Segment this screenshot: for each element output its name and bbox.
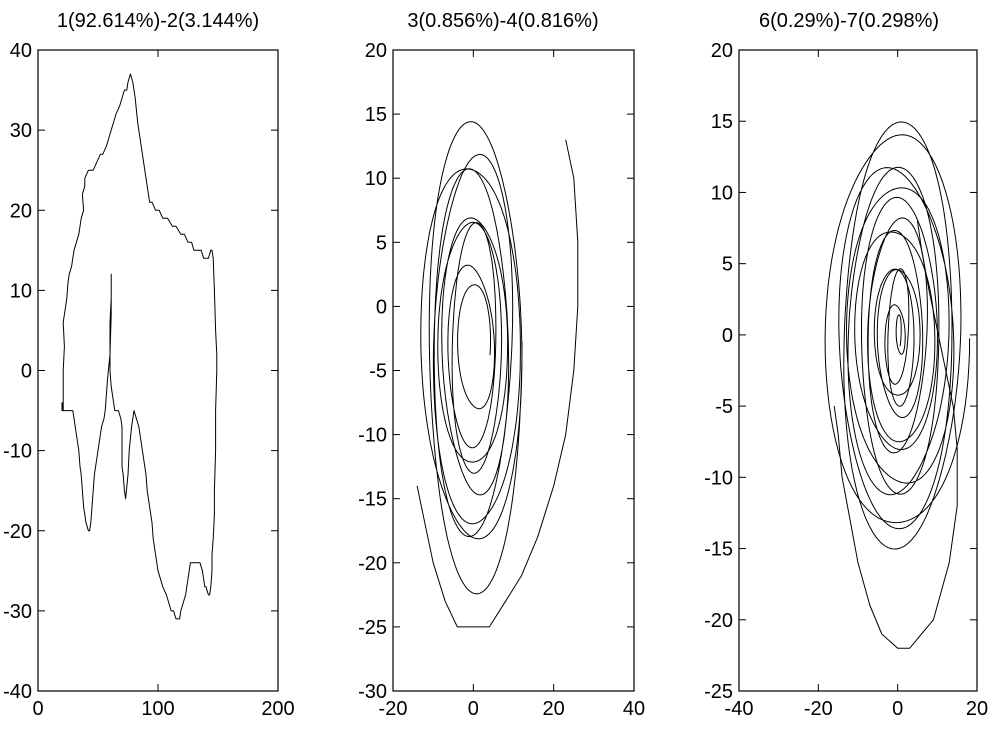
subplot-2-traces bbox=[416, 121, 579, 628]
y-tick-label: 15 bbox=[365, 104, 387, 126]
y-tick-label: 10 bbox=[10, 280, 32, 302]
y-tick-label: -40 bbox=[3, 681, 32, 703]
subplot-3-traces bbox=[824, 121, 971, 649]
subplot-3-title: 6(0.29%)-7(0.298%) bbox=[759, 10, 939, 32]
y-tick-label: 10 bbox=[711, 182, 733, 204]
y-tick-label: 20 bbox=[711, 40, 733, 62]
y-tick-label: 20 bbox=[10, 200, 32, 222]
y-tick-label: 20 bbox=[365, 40, 387, 62]
y-tick-label: -20 bbox=[358, 553, 387, 575]
series-line bbox=[416, 139, 579, 628]
subplot-1-title: 1(92.614%)-2(3.144%) bbox=[57, 10, 259, 32]
subplot-1: 1(92.614%)-2(3.144%) 0 100 200-40-30-20-10… bbox=[3, 10, 295, 720]
subplot-2-title: 3(0.856%)-4(0.816%) bbox=[407, 10, 598, 32]
series-line bbox=[833, 220, 958, 649]
subplot-1-traces bbox=[61, 73, 218, 620]
y-tick-label: 40 bbox=[10, 40, 32, 62]
y-tick-label: 30 bbox=[10, 120, 32, 142]
spiral-trace bbox=[420, 121, 523, 595]
y-tick-label: -15 bbox=[704, 539, 733, 561]
x-tick-label: -20 bbox=[379, 698, 408, 720]
series-line bbox=[61, 73, 218, 620]
subplot-1-axes-box bbox=[37, 49, 279, 692]
y-tick-label: -20 bbox=[3, 521, 32, 543]
x-tick-label: -20 bbox=[804, 698, 833, 720]
y-tick-label: -10 bbox=[358, 425, 387, 447]
y-tick-label: -25 bbox=[704, 681, 733, 703]
subplot-2-axes-box bbox=[392, 49, 635, 692]
y-tick-label: 0 bbox=[21, 361, 32, 383]
subplot-2-ticks: -20 0 20 40 -30 -25 -20 -15 -10 -5 0 5 10 15 20 bbox=[358, 40, 645, 720]
y-tick-label: -25 bbox=[358, 617, 387, 639]
y-tick-label: -10 bbox=[3, 441, 32, 463]
y-tick-label: -5 bbox=[715, 396, 733, 418]
x-tick-label: 200 bbox=[261, 698, 294, 720]
subplot-1-ticks: 0 100 200 -40 -30 -20 -10 0 10 20 30 40 bbox=[3, 40, 295, 720]
y-tick-label: 5 bbox=[722, 254, 733, 276]
subplot-3-ticks: -40 -20 0 20 -25 -20 -15 -10 -5 0 5 10 15 20 bbox=[704, 40, 988, 720]
y-tick-label: 15 bbox=[711, 111, 733, 133]
y-tick-label: -10 bbox=[704, 467, 733, 489]
y-tick-label: -15 bbox=[358, 489, 387, 511]
subplot-2: 3(0.856%)-4(0.816%) -20 0 20 40 -30 -25 -20 -15… bbox=[358, 10, 645, 720]
y-tick-label: -5 bbox=[369, 361, 387, 383]
y-tick-label: -30 bbox=[358, 681, 387, 703]
spiral-trace bbox=[824, 121, 971, 550]
subplot-3: 6(0.29%)-7(0.298%) -40 -20 0 20 -25 -20 -15 -10… bbox=[704, 10, 988, 720]
x-tick-label: 40 bbox=[623, 698, 645, 720]
y-tick-label: 10 bbox=[365, 168, 387, 190]
x-tick-label: 20 bbox=[966, 698, 988, 720]
x-tick-label: 0 bbox=[892, 698, 903, 720]
x-tick-label: 20 bbox=[543, 698, 565, 720]
y-tick-label: 0 bbox=[376, 296, 387, 318]
x-tick-label: -40 bbox=[725, 698, 754, 720]
y-tick-label: -30 bbox=[3, 601, 32, 623]
x-tick-label: 0 bbox=[32, 698, 43, 720]
y-tick-label: -20 bbox=[704, 610, 733, 632]
x-tick-label: 100 bbox=[141, 698, 174, 720]
x-tick-label: 0 bbox=[468, 698, 479, 720]
y-tick-label: 0 bbox=[722, 325, 733, 347]
y-tick-label: 5 bbox=[376, 232, 387, 254]
subplot-3-axes-box bbox=[738, 49, 978, 692]
